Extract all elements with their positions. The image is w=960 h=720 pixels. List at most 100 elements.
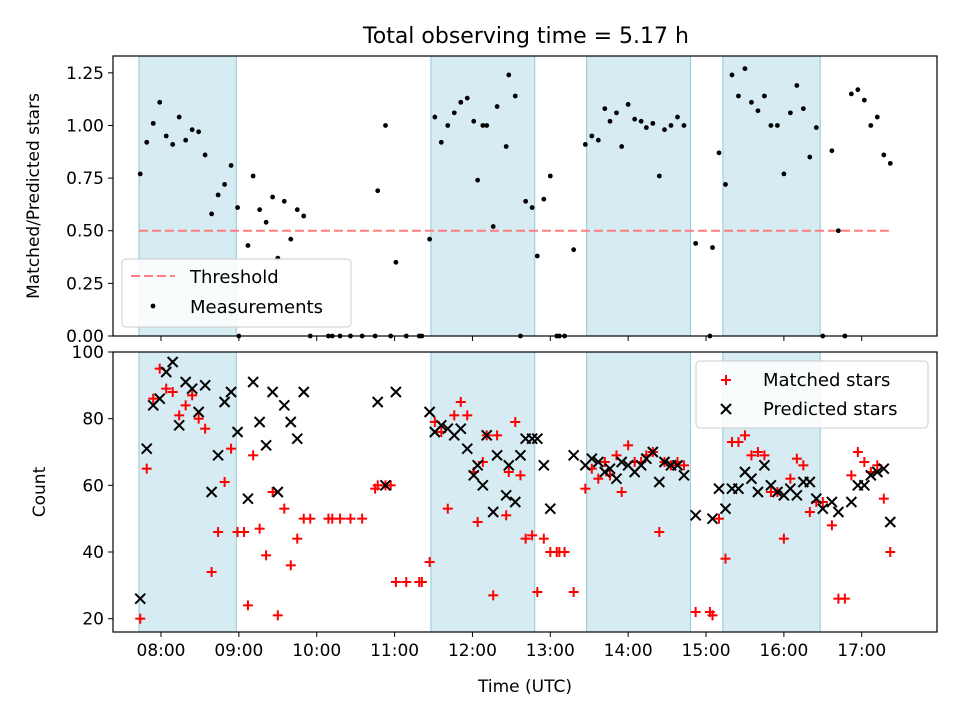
predicted-star-point [231, 426, 244, 438]
matched-star-point [720, 553, 731, 564]
legend-measurement-swatch [150, 303, 156, 309]
matched-star-point [357, 513, 368, 524]
measurement-point [547, 173, 553, 179]
matched-star-point [187, 390, 198, 401]
matched-star-point [520, 533, 531, 544]
matched-star-point [826, 520, 837, 531]
predicted-star-point [192, 406, 205, 418]
predicted-star-point [487, 506, 499, 518]
legend-threshold-label: Threshold [189, 267, 279, 288]
measurement-point [432, 114, 438, 120]
measurement-point [614, 110, 619, 116]
matched-star-point [593, 473, 604, 484]
measurement-point [571, 247, 577, 253]
matched-star-point [654, 527, 665, 537]
predicted-star-point [205, 486, 218, 498]
matched-star-point [885, 547, 896, 557]
matched-star-point [678, 460, 689, 471]
x-tick-label: 09:00 [214, 641, 263, 661]
ratio-legend: Threshold Measurements [121, 258, 352, 328]
ratio-y-tick-label: 1.25 [66, 64, 104, 84]
predicted-star-point [199, 379, 211, 392]
count-y-tick-label: 60 [82, 476, 104, 496]
predicted-star-point [706, 512, 719, 525]
matched-star-point [424, 557, 435, 567]
count-panel-frame [112, 351, 938, 633]
matched-star-point [839, 593, 850, 604]
matched-star-point [385, 480, 396, 491]
predicted-star-point [713, 482, 725, 495]
predicted-star-point [604, 462, 616, 475]
ratio-panel: 0.00 0.25 0.50 0.75 1.00 1.25 Matched/Predict… [24, 55, 938, 347]
predicted-star-point [471, 459, 484, 472]
predicted-star-point [134, 592, 146, 605]
matched-star-point [242, 600, 253, 611]
matched-star-point [859, 457, 870, 467]
measurement-point [829, 148, 835, 154]
matched-star-point [527, 530, 538, 541]
matched-star-point [261, 550, 272, 561]
measurement-point [281, 198, 287, 204]
measurement-point [494, 104, 500, 109]
matched-star-point [488, 590, 499, 601]
measurement-point [675, 114, 680, 120]
measurement-point [506, 72, 512, 78]
predicted-star-point [509, 496, 521, 508]
predicted-star-point [817, 502, 829, 515]
predicted-star-point [653, 476, 666, 488]
count-y-tick-label: 20 [82, 610, 104, 630]
matched-star-point [161, 383, 172, 394]
measurement-point [215, 192, 221, 198]
ratio-y-tick-label: 1.00 [66, 116, 104, 136]
x-tick-label: 13:00 [526, 641, 575, 661]
predicted-star-point [225, 386, 237, 398]
measurement-point [512, 93, 518, 99]
measurement-point [170, 142, 176, 147]
matched-star-point [852, 447, 863, 457]
matched-star-point [713, 513, 724, 524]
matched-star-point [305, 513, 316, 524]
measurement-point [768, 123, 774, 128]
matched-star-point [791, 453, 802, 464]
measurement-point [163, 133, 169, 139]
predicted-star-point [678, 469, 690, 482]
measurement-point [638, 118, 644, 124]
predicted-star-point [592, 456, 605, 468]
measurement-point [464, 95, 470, 101]
measurement-point [723, 182, 728, 187]
matched-star-point [167, 387, 178, 397]
predicted-star-point [689, 509, 702, 522]
x-tick-label: 15:00 [682, 641, 731, 661]
measurement-point [301, 213, 307, 219]
matched-star-point [292, 533, 303, 544]
matched-star-point [254, 523, 265, 534]
predicted-star-point [481, 429, 493, 442]
matched-star-point [599, 457, 610, 467]
predicted-star-point [166, 356, 179, 368]
matched-star-point [690, 607, 701, 617]
matched-star-point [193, 413, 204, 424]
predicted-star-point [871, 466, 884, 478]
predicted-star-point [745, 472, 758, 485]
legend-matched-swatch [721, 375, 731, 385]
predicted-star-point [658, 456, 671, 468]
matched-star-point [616, 487, 627, 497]
matched-star-point [472, 517, 483, 527]
predicted-star-point [567, 449, 580, 462]
predicted-star-point [858, 479, 871, 492]
predicted-star-point [272, 486, 284, 498]
matched-star-point [580, 483, 591, 494]
measurement-point [716, 150, 722, 156]
measurement-point [589, 133, 595, 139]
matched-star-point [272, 610, 283, 621]
measurement-point [736, 93, 741, 99]
measurement-point [257, 207, 263, 213]
legend-box [695, 360, 929, 429]
legend-box [121, 258, 352, 328]
matched-star-point [213, 527, 224, 537]
measurement-point [881, 152, 887, 158]
predicted-star-point [266, 386, 279, 398]
measurement-point [375, 188, 381, 194]
matched-star-point [477, 457, 488, 467]
